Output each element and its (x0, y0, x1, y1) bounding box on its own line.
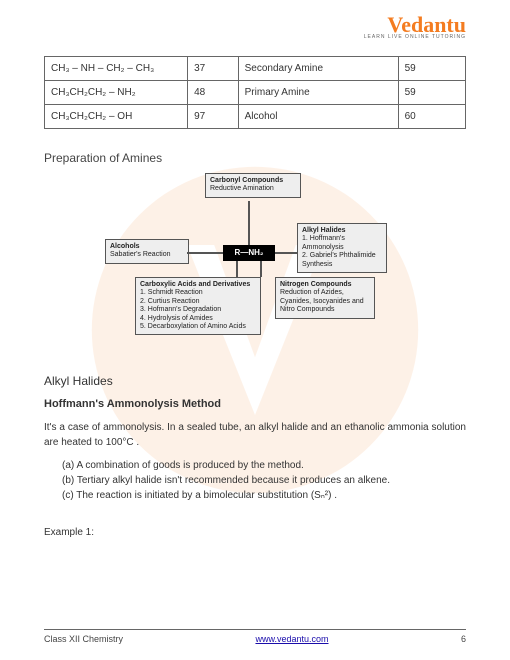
list-item: (b) Tertiary alkyl halide isn't recommen… (62, 473, 466, 488)
cell-v1: 97 (188, 105, 239, 129)
list-item: (c) The reaction is initiated by a bimol… (62, 488, 466, 503)
section-hoffmann: Hoffmann's Ammonolysis Method (44, 398, 466, 410)
cell-v2: 59 (398, 81, 465, 105)
footer-link[interactable]: www.vedantu.com (255, 634, 328, 644)
method-list: (a) A combination of goods is produced b… (44, 458, 466, 503)
table-row: CH₃ – NH – CH₂ – CH₃ 37 Secondary Amine … (45, 57, 466, 81)
cell-v2: 60 (398, 105, 465, 129)
preparation-diagram: Carbonyl CompoundsReductive Amination Al… (44, 173, 466, 358)
cell-formula: CH₃CH₂CH₂ – NH₂ (45, 81, 188, 105)
box-alcohols: AlcoholsSabatier's Reaction (105, 239, 189, 264)
cell-v2: 59 (398, 57, 465, 81)
cell-v1: 37 (188, 57, 239, 81)
box-carboxylic: Carboxylic Acids and Derivatives1. Schmi… (135, 277, 261, 335)
footer-page-number: 6 (461, 634, 466, 644)
box-alkyl-halides: Alkyl Halides1. Hoffmann's Ammonolysis 2… (297, 223, 387, 273)
cell-formula: CH₃CH₂CH₂ – OH (45, 105, 188, 129)
section-preparation: Preparation of Amines (44, 151, 466, 165)
page-footer: Class XII Chemistry www.vedantu.com 6 (44, 629, 466, 644)
section-alkyl-halides: Alkyl Halides (44, 374, 466, 388)
center-node: R—NH₂ (223, 245, 275, 261)
cell-type: Secondary Amine (238, 57, 398, 81)
footer-class: Class XII Chemistry (44, 634, 123, 644)
list-item: (a) A combination of goods is produced b… (62, 458, 466, 473)
cell-v1: 48 (188, 81, 239, 105)
example-label: Example 1: (44, 527, 466, 538)
cell-type: Primary Amine (238, 81, 398, 105)
cell-formula: CH₃ – NH – CH₂ – CH₃ (45, 57, 188, 81)
table-row: CH₃CH₂CH₂ – NH₂ 48 Primary Amine 59 (45, 81, 466, 105)
compounds-table: CH₃ – NH – CH₂ – CH₃ 37 Secondary Amine … (44, 56, 466, 129)
cell-type: Alcohol (238, 105, 398, 129)
table-row: CH₃CH₂CH₂ – OH 97 Alcohol 60 (45, 105, 466, 129)
box-nitrogen: Nitrogen CompoundsReduction of Azides, C… (275, 277, 375, 319)
box-carbonyl: Carbonyl CompoundsReductive Amination (205, 173, 301, 198)
intro-text: It's a case of ammonolysis. In a sealed … (44, 420, 466, 450)
